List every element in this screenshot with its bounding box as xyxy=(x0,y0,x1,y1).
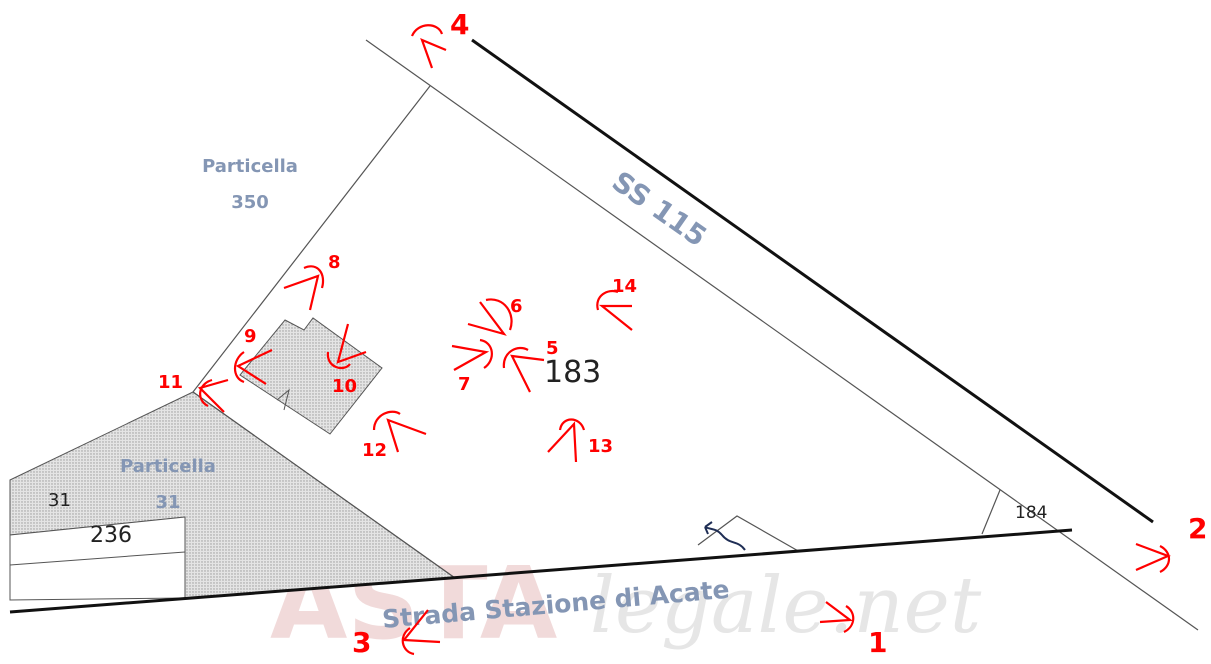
viewpoint-number-12: 12 xyxy=(362,440,387,461)
viewpoint-marker-2 xyxy=(1135,542,1171,573)
building-footprint xyxy=(239,317,383,435)
viewpoint-marker-1 xyxy=(819,601,855,633)
particella-31-label-line1: Particella xyxy=(120,456,216,477)
parcel-number-236: 236 xyxy=(90,523,132,548)
viewpoint-number-3: 3 xyxy=(352,626,371,659)
viewpoint-number-8: 8 xyxy=(328,252,341,273)
viewpoint-marker-5 xyxy=(502,346,545,393)
viewpoint-number-5: 5 xyxy=(546,338,559,359)
parcel-number-31: 31 xyxy=(48,490,71,511)
watermark-brand-rest: legale.net xyxy=(590,561,982,651)
viewpoint-marker-4 xyxy=(410,24,447,69)
particella-31-label-line2: 31 xyxy=(155,492,180,513)
particella-350-label-line1: Particella xyxy=(202,156,298,177)
viewpoint-marker-10 xyxy=(326,323,367,370)
direction-arrow-icon xyxy=(704,521,746,551)
viewpoint-marker-13 xyxy=(547,418,586,463)
ss115-road-edge xyxy=(471,38,1154,524)
viewpoint-number-4: 4 xyxy=(450,8,469,41)
viewpoint-marker-12 xyxy=(372,410,427,453)
viewpoint-marker-7 xyxy=(451,338,493,371)
viewpoint-number-6: 6 xyxy=(510,296,523,317)
stazione-road-edge xyxy=(9,528,1073,614)
viewpoint-number-11: 11 xyxy=(158,372,183,393)
viewpoint-marker-6 xyxy=(467,298,513,336)
viewpoint-number-9: 9 xyxy=(244,326,257,347)
viewpoint-number-13: 13 xyxy=(588,436,613,457)
viewpoint-number-1: 1 xyxy=(868,626,887,659)
viewpoint-number-2: 2 xyxy=(1188,512,1207,545)
viewpoint-marker-8 xyxy=(283,265,325,311)
ss115-label: SS 115 xyxy=(606,165,713,254)
particella-350-label-line2: 350 xyxy=(231,192,269,213)
viewpoint-numbers: 1 2 3 4 5 6 7 8 9 10 11 12 13 14 xyxy=(158,8,1207,659)
viewpoint-marker-14 xyxy=(596,289,633,331)
parcel-number-183: 183 xyxy=(544,355,601,390)
viewpoint-number-7: 7 xyxy=(458,374,471,395)
viewpoint-markers xyxy=(197,24,1171,656)
parcel-number-184: 184 xyxy=(1015,503,1047,523)
viewpoint-number-14: 14 xyxy=(612,276,637,297)
viewpoint-marker-9 xyxy=(233,349,273,385)
viewpoint-marker-11 xyxy=(197,378,229,413)
viewpoint-marker-3 xyxy=(401,609,441,656)
viewpoint-number-10: 10 xyxy=(332,376,357,397)
